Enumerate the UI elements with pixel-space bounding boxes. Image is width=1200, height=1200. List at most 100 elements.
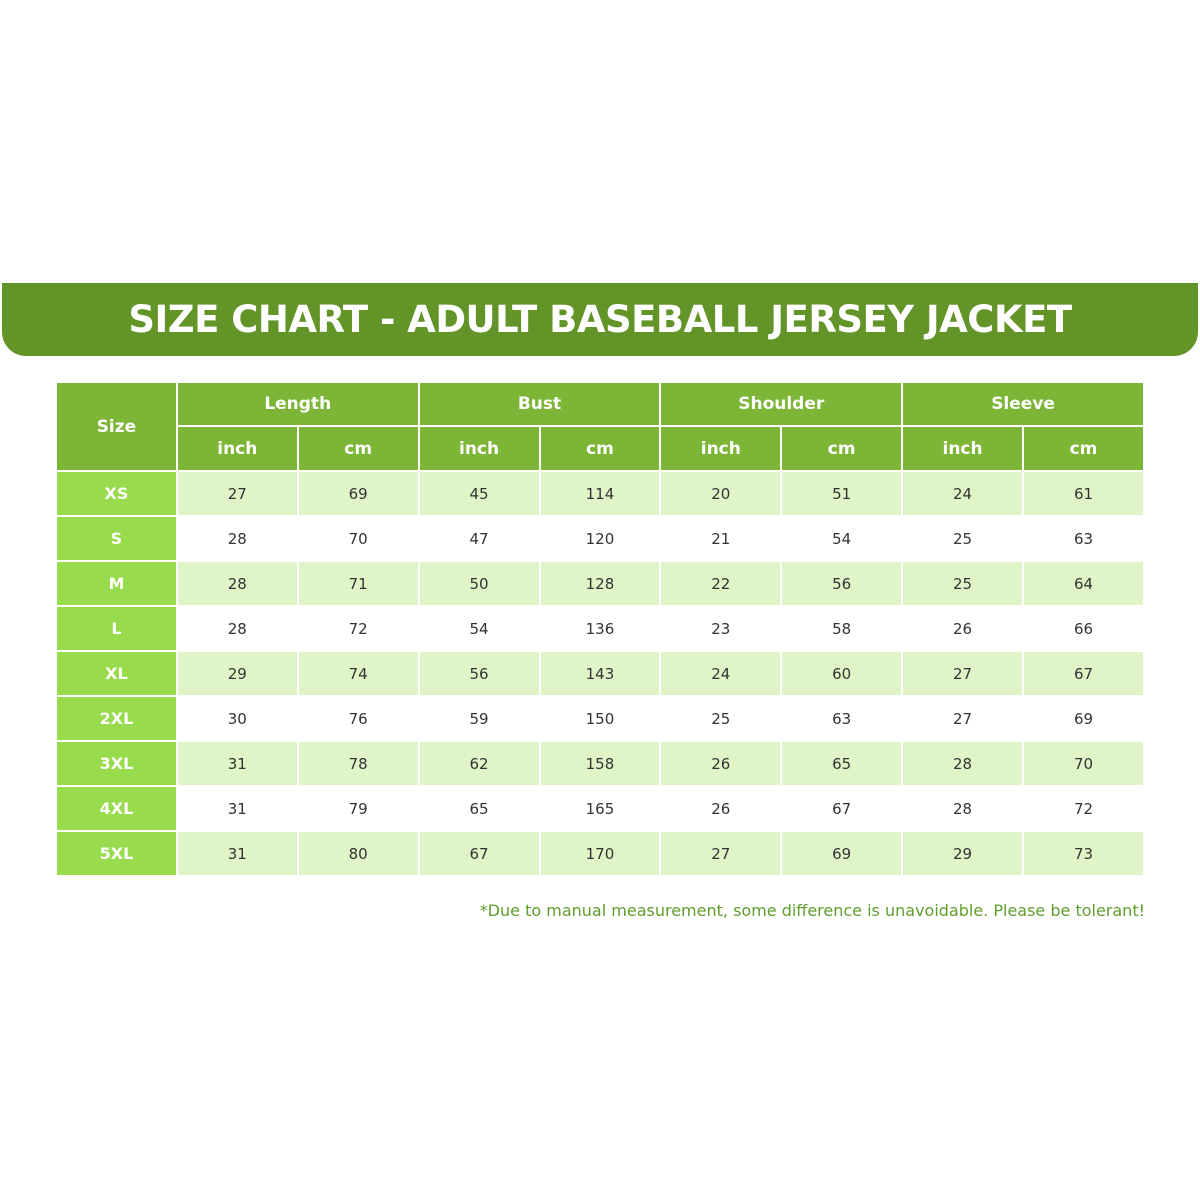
measurement-cell: 70 xyxy=(1024,742,1143,785)
unit-header: cm xyxy=(1024,427,1143,470)
measurement-cell: 28 xyxy=(177,562,297,605)
group-header-shoulder: Shoulder xyxy=(661,383,902,425)
measurement-cell: 67 xyxy=(782,787,902,830)
page-title: SIZE CHART - ADULT BASEBALL JERSEY JACKE… xyxy=(128,298,1072,341)
measurement-cell: 31 xyxy=(177,787,297,830)
size-label: L xyxy=(57,607,176,650)
measurement-cell: 70 xyxy=(298,517,418,560)
measurement-cell: 45 xyxy=(419,472,539,515)
measurement-cell: 61 xyxy=(1024,472,1143,515)
measurement-cell: 50 xyxy=(419,562,539,605)
measurement-cell: 25 xyxy=(903,562,1022,605)
measurement-cell: 25 xyxy=(661,697,781,740)
measurement-cell: 170 xyxy=(540,832,660,875)
unit-header: cm xyxy=(540,427,660,470)
measurement-cell: 63 xyxy=(1024,517,1143,560)
unit-header: inch xyxy=(177,427,297,470)
measurement-cell: 27 xyxy=(903,652,1022,695)
size-label: 4XL xyxy=(57,787,176,830)
measurement-cell: 76 xyxy=(298,697,418,740)
measurement-cell: 28 xyxy=(177,607,297,650)
measurement-cell: 28 xyxy=(177,517,297,560)
measurement-cell: 72 xyxy=(1024,787,1143,830)
measurement-cell: 26 xyxy=(661,742,781,785)
size-label: S xyxy=(57,517,176,560)
measurement-cell: 62 xyxy=(419,742,539,785)
measurement-cell: 24 xyxy=(661,652,781,695)
measurement-cell: 26 xyxy=(661,787,781,830)
measurement-cell: 21 xyxy=(661,517,781,560)
measurement-cell: 54 xyxy=(419,607,539,650)
measurement-cell: 71 xyxy=(298,562,418,605)
measurement-cell: 58 xyxy=(782,607,902,650)
measurement-cell: 66 xyxy=(1024,607,1143,650)
measurement-cell: 65 xyxy=(782,742,902,785)
table-row: 3XL 31 78 62 158 26 65 28 70 xyxy=(57,742,1143,785)
size-label: M xyxy=(57,562,176,605)
table-row: S 28 70 47 120 21 54 25 63 xyxy=(57,517,1143,560)
measurement-cell: 54 xyxy=(782,517,902,560)
measurement-cell: 22 xyxy=(661,562,781,605)
unit-header: inch xyxy=(903,427,1022,470)
measurement-cell: 28 xyxy=(903,742,1022,785)
measurement-cell: 69 xyxy=(298,472,418,515)
unit-header-row: inch cm inch cm inch cm inch cm xyxy=(57,427,1143,470)
measurement-cell: 79 xyxy=(298,787,418,830)
unit-header: cm xyxy=(298,427,418,470)
group-header-bust: Bust xyxy=(419,383,660,425)
measurement-cell: 27 xyxy=(903,697,1022,740)
measurement-cell: 72 xyxy=(298,607,418,650)
measurement-cell: 29 xyxy=(903,832,1022,875)
measurement-cell: 67 xyxy=(419,832,539,875)
measurement-cell: 67 xyxy=(1024,652,1143,695)
measurement-cell: 28 xyxy=(903,787,1022,830)
measurement-cell: 51 xyxy=(782,472,902,515)
measurement-cell: 65 xyxy=(419,787,539,830)
table-row: M 28 71 50 128 22 56 25 64 xyxy=(57,562,1143,605)
table-row: 4XL 31 79 65 165 26 67 28 72 xyxy=(57,787,1143,830)
measurement-cell: 136 xyxy=(540,607,660,650)
measurement-cell: 69 xyxy=(782,832,902,875)
measurement-cell: 63 xyxy=(782,697,902,740)
size-chart-table: Size Length Bust Shoulder Sleeve inch cm… xyxy=(55,381,1145,877)
measurement-cell: 120 xyxy=(540,517,660,560)
title-banner: SIZE CHART - ADULT BASEBALL JERSEY JACKE… xyxy=(2,283,1198,356)
measurement-cell: 56 xyxy=(782,562,902,605)
measurement-cell: 27 xyxy=(177,472,297,515)
measurement-cell: 114 xyxy=(540,472,660,515)
size-label: 3XL xyxy=(57,742,176,785)
measurement-cell: 47 xyxy=(419,517,539,560)
table-row: XS 27 69 45 114 20 51 24 61 xyxy=(57,472,1143,515)
measurement-cell: 31 xyxy=(177,742,297,785)
group-header-length: Length xyxy=(177,383,418,425)
measurement-cell: 80 xyxy=(298,832,418,875)
unit-header: inch xyxy=(419,427,539,470)
measurement-cell: 60 xyxy=(782,652,902,695)
measurement-cell: 31 xyxy=(177,832,297,875)
size-label: XS xyxy=(57,472,176,515)
table-row: 5XL 31 80 67 170 27 69 29 73 xyxy=(57,832,1143,875)
measurement-cell: 69 xyxy=(1024,697,1143,740)
measurement-cell: 29 xyxy=(177,652,297,695)
group-header-row: Size Length Bust Shoulder Sleeve xyxy=(57,383,1143,470)
measurement-cell: 165 xyxy=(540,787,660,830)
measurement-cell: 128 xyxy=(540,562,660,605)
measurement-cell: 143 xyxy=(540,652,660,695)
size-label: 5XL xyxy=(57,832,176,875)
measurement-cell: 27 xyxy=(661,832,781,875)
table-row: 2XL 30 76 59 150 25 63 27 69 xyxy=(57,697,1143,740)
measurement-cell: 59 xyxy=(419,697,539,740)
footnote: *Due to manual measurement, some differe… xyxy=(479,901,1145,920)
unit-header: inch xyxy=(661,427,781,470)
table-row: XL 29 74 56 143 24 60 27 67 xyxy=(57,652,1143,695)
measurement-cell: 74 xyxy=(298,652,418,695)
measurement-cell: 23 xyxy=(661,607,781,650)
measurement-cell: 56 xyxy=(419,652,539,695)
measurement-cell: 25 xyxy=(903,517,1022,560)
measurement-cell: 30 xyxy=(177,697,297,740)
size-label: XL xyxy=(57,652,176,695)
measurement-cell: 26 xyxy=(903,607,1022,650)
table-row: L 28 72 54 136 23 58 26 66 xyxy=(57,607,1143,650)
size-column-header: Size xyxy=(57,383,176,470)
measurement-cell: 24 xyxy=(903,472,1022,515)
